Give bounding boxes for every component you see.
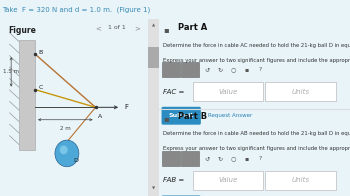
FancyBboxPatch shape: [181, 62, 199, 77]
Text: Submit: Submit: [169, 113, 194, 118]
FancyBboxPatch shape: [193, 83, 263, 101]
Text: ▪: ▪: [245, 67, 249, 72]
Text: B: B: [38, 50, 42, 55]
Text: FAC =: FAC =: [163, 89, 184, 95]
Text: ○: ○: [231, 67, 236, 72]
Text: 1 of 1: 1 of 1: [108, 25, 126, 30]
Text: Determine the force in cable AC needed to hold the 21-kg ball D in equilibrium.: Determine the force in cable AC needed t…: [163, 43, 350, 48]
FancyBboxPatch shape: [162, 62, 180, 77]
Text: Value: Value: [218, 89, 238, 95]
Text: <: <: [96, 25, 102, 31]
Bar: [148, 47, 159, 68]
Bar: [148, 19, 159, 196]
Text: Figure: Figure: [8, 26, 36, 35]
Text: Request Answer: Request Answer: [208, 113, 252, 118]
Text: ▲: ▲: [152, 24, 155, 28]
Text: ↺: ↺: [204, 67, 210, 72]
Text: >: >: [134, 25, 140, 31]
FancyBboxPatch shape: [193, 171, 263, 190]
Text: C: C: [38, 85, 43, 90]
Text: F: F: [124, 104, 128, 110]
Text: ↺: ↺: [204, 156, 210, 161]
FancyBboxPatch shape: [162, 151, 180, 166]
Text: ↻: ↻: [218, 67, 223, 72]
Text: ▪: ▪: [163, 113, 169, 122]
Text: Units: Units: [292, 89, 309, 95]
Text: Express your answer to two significant figures and include the appropriate units: Express your answer to two significant f…: [163, 58, 350, 63]
Text: A: A: [98, 114, 102, 119]
Text: 1.5 m: 1.5 m: [3, 69, 19, 74]
Bar: [19, 40, 35, 150]
Circle shape: [55, 140, 79, 167]
Text: Take  F = 320 N and d = 1.0 m.  (Figure 1): Take F = 320 N and d = 1.0 m. (Figure 1): [2, 7, 150, 14]
Text: ○: ○: [231, 156, 236, 161]
Text: ▪: ▪: [163, 25, 169, 34]
FancyBboxPatch shape: [162, 195, 201, 196]
Text: ?: ?: [259, 67, 262, 72]
Text: ?: ?: [259, 156, 262, 161]
FancyBboxPatch shape: [181, 151, 199, 166]
Text: Part A: Part A: [178, 23, 208, 32]
FancyBboxPatch shape: [265, 83, 336, 101]
Text: Determine the force in cable AB needed to hold the 21-kg ball D in equilibrium.: Determine the force in cable AB needed t…: [163, 131, 350, 136]
Text: Express your answer to two significant figures and include the appropriate units: Express your answer to two significant f…: [163, 146, 350, 151]
Text: FAB =: FAB =: [163, 178, 184, 183]
FancyBboxPatch shape: [162, 107, 201, 125]
Text: Part B: Part B: [178, 112, 208, 121]
Text: Value: Value: [218, 178, 238, 183]
Circle shape: [60, 145, 68, 154]
Text: D: D: [73, 158, 78, 163]
Text: ▪: ▪: [245, 156, 249, 161]
Text: 2 m: 2 m: [60, 126, 71, 131]
Text: ↻: ↻: [218, 156, 223, 161]
Text: Units: Units: [292, 178, 309, 183]
FancyBboxPatch shape: [265, 171, 336, 190]
Text: ▼: ▼: [152, 187, 155, 191]
